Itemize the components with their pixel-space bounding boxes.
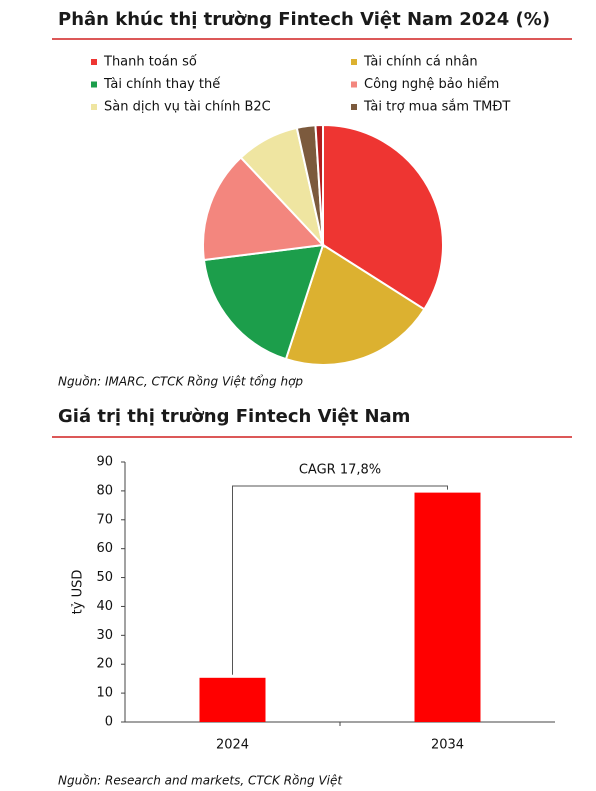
- legend-label: Sàn dịch vụ tài chính B2C: [104, 100, 271, 115]
- legend-swatch: [351, 104, 357, 110]
- x-tick-label: 2034: [431, 738, 464, 753]
- y-tick-label: 90: [96, 455, 113, 470]
- y-tick-label: 70: [96, 512, 113, 527]
- legend-label: Tài trợ mua sắm TMĐT: [363, 100, 510, 115]
- cagr-label: CAGR 17,8%: [299, 463, 381, 478]
- legend-swatch: [91, 59, 97, 65]
- legend-swatch: [351, 59, 357, 65]
- y-tick-label: 20: [96, 657, 113, 672]
- bar: [414, 492, 481, 722]
- legend-swatch: [91, 104, 97, 110]
- bar-title: Giá trị thị trường Fintech Việt Nam: [58, 406, 410, 427]
- y-tick-label: 80: [96, 483, 113, 498]
- y-tick-label: 10: [96, 686, 113, 701]
- bar-source: Nguồn: Research and markets, CTCK Rồng V…: [58, 774, 343, 788]
- pie-slice: [284, 243, 426, 366]
- pie-slice: [202, 243, 325, 361]
- y-tick-label: 40: [96, 599, 113, 614]
- legend-label: Công nghệ bảo hiểm: [364, 77, 499, 92]
- legend-label: Tài chính thay thế: [103, 77, 220, 92]
- legend-swatch: [351, 81, 357, 88]
- y-tick-label: 0: [105, 715, 113, 730]
- pie-title: Phân khúc thị trường Fintech Việt Nam 20…: [58, 9, 550, 30]
- y-tick-label: 60: [96, 541, 113, 556]
- pie-slice: [202, 156, 326, 262]
- legend-label: Tài chính cá nhân: [363, 55, 478, 70]
- y-axis-label: tỷ USD: [71, 570, 86, 615]
- cagr-bracket: [232, 485, 448, 675]
- legend-swatch: [91, 81, 97, 88]
- bar: [199, 677, 266, 722]
- legend-label: Thanh toán số: [103, 55, 197, 70]
- y-tick-label: 50: [96, 570, 113, 585]
- pie-slice: [314, 123, 324, 246]
- y-tick-label: 30: [96, 628, 113, 643]
- pie-source: Nguồn: IMARC, CTCK Rồng Việt tổng hợp: [58, 375, 303, 389]
- x-tick-label: 2024: [216, 738, 249, 753]
